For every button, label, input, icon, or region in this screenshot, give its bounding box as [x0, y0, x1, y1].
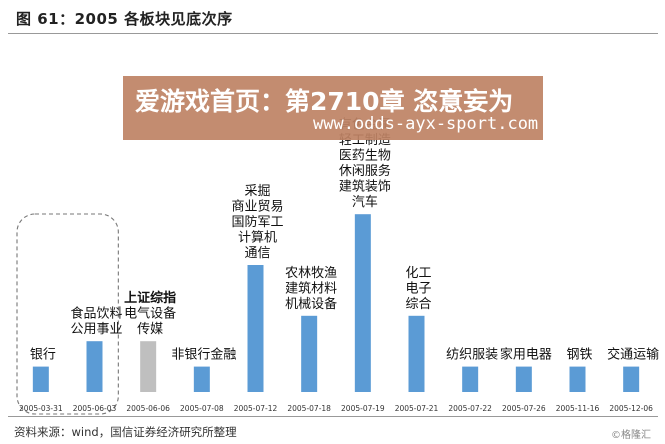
sector-label: 商业贸易 [231, 200, 283, 215]
corner-watermark: ©格隆汇 [611, 430, 651, 441]
sector-label: 纺织服装 [446, 348, 498, 363]
bar-2005-06-03 [86, 341, 103, 392]
bar-2005-07-19 [354, 214, 371, 392]
x-tick-label: 2005-03-31 [19, 404, 63, 413]
sector-label: 农林牧渔 [285, 266, 337, 281]
sector-label: 传媒 [137, 322, 163, 337]
sector-label: 化工 [405, 266, 431, 281]
sector-label: 国防军工 [231, 214, 283, 230]
sector-label: 上证综指 [124, 290, 176, 306]
banner-title: 爱游戏首页：第2710章 恣意妄为 [135, 87, 514, 116]
bar-2005-07-12 [247, 265, 264, 392]
sector-label: 家用电器 [500, 347, 552, 363]
x-tick-label: 2005-12-06 [609, 404, 653, 413]
bar-2005-07-22 [462, 366, 479, 392]
sector-label: 机械设备 [285, 296, 337, 312]
sector-label: 建筑材料 [285, 280, 337, 296]
sector-label: 通信 [244, 246, 270, 261]
chart-title: 图 61：2005 各板块见底次序 [16, 10, 233, 28]
bar-2005-07-26 [515, 366, 532, 392]
sector-label: 计算机 [238, 231, 277, 246]
x-tick-label: 2005-07-21 [395, 404, 439, 413]
x-tick-label: 2005-07-08 [180, 404, 224, 413]
x-tick-label: 2005-11-16 [556, 404, 600, 413]
sector-label: 医药生物 [339, 149, 391, 164]
x-tick-label: 2005-06-06 [126, 404, 170, 413]
group-bracket [16, 213, 119, 415]
bar-2005-11-16 [569, 366, 586, 392]
sector-label: 交通运输 [607, 347, 659, 363]
sector-label: 食品饮料 [70, 306, 122, 322]
sector-label: 综合 [405, 297, 431, 312]
sector-label: 汽车 [352, 194, 378, 210]
source-note: 资料来源：wind，国信证券经济研究所整理 [14, 425, 237, 439]
sector-label: 电气设备 [124, 306, 176, 322]
bar-2005-06-06 [140, 341, 157, 392]
sector-label: 建筑装饰 [339, 179, 391, 195]
sector-label: 非银行金融 [171, 347, 236, 363]
bar-2005-07-18 [301, 315, 318, 392]
x-tick-label: 2005-07-26 [502, 404, 546, 413]
sector-label: 银行 [30, 348, 56, 363]
sector-label: 公用事业 [70, 322, 122, 337]
banner-url: www.odds-ayx-sport.com [313, 114, 539, 134]
x-tick-label: 2005-07-22 [448, 404, 492, 413]
x-tick-label: 2005-07-19 [341, 404, 385, 413]
bar-2005-07-21 [408, 315, 425, 392]
sector-label: 电子 [405, 281, 431, 296]
x-tick-label: 2005-07-12 [234, 404, 278, 413]
bar-2005-03-31 [32, 366, 49, 392]
title-divider [8, 33, 658, 34]
sector-label: 休闲服务 [339, 163, 391, 179]
sector-label: 采掘 [244, 184, 270, 199]
footer-divider [8, 416, 658, 417]
x-tick-label: 2005-07-18 [287, 404, 331, 413]
bar-2005-07-08 [193, 366, 210, 392]
x-tick-label: 2005-06-03 [73, 404, 117, 413]
watermark-banner: 爱游戏首页：第2710章 恣意妄为 www.odds-ayx-sport.com [123, 76, 543, 140]
sector-label: 钢铁 [566, 348, 592, 363]
bar-2005-12-06 [623, 366, 640, 392]
